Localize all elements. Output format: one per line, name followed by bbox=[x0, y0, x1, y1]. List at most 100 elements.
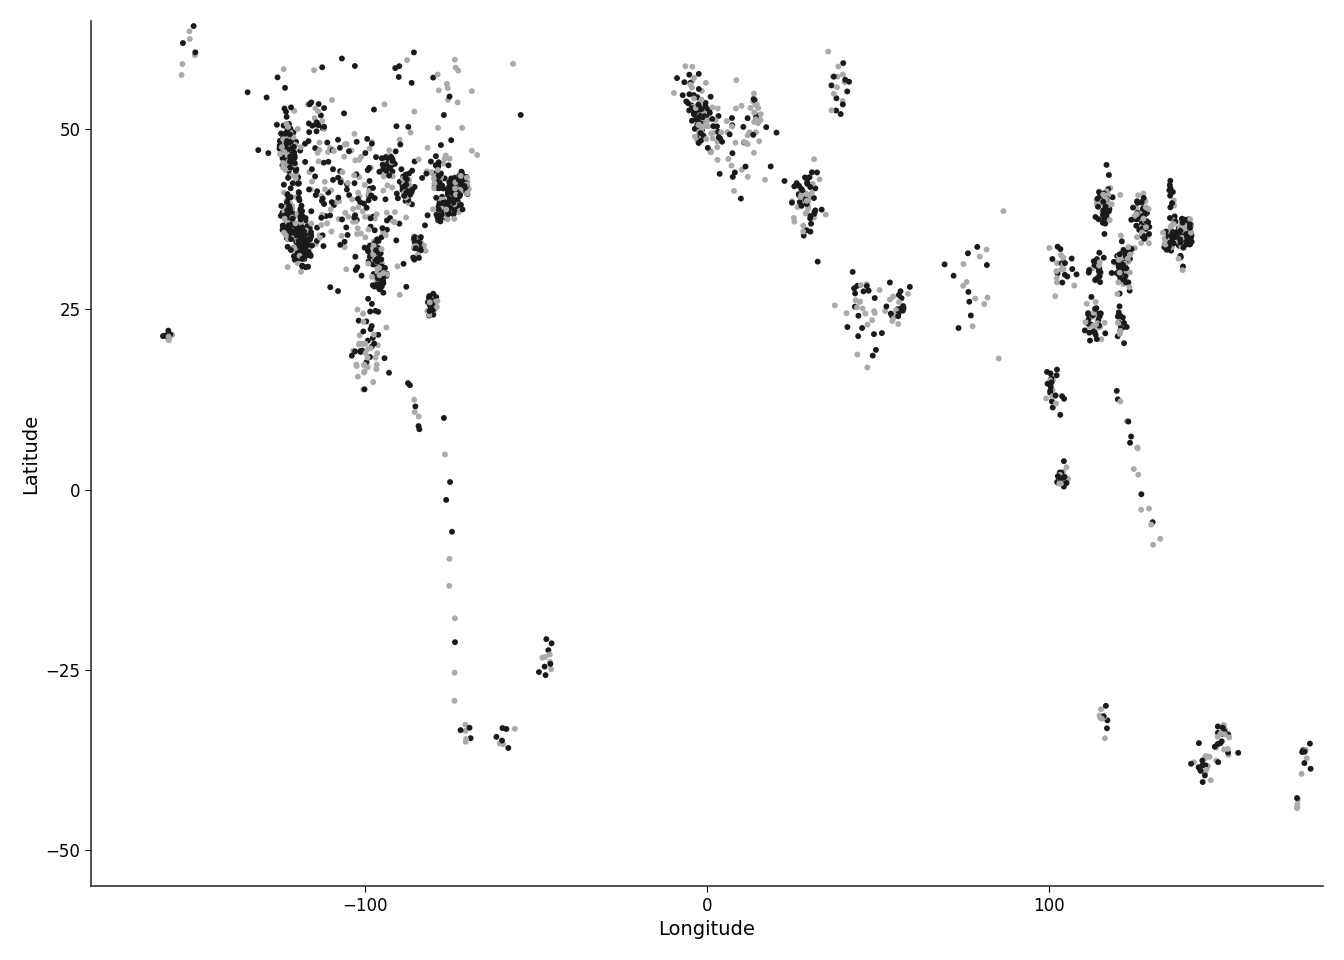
Point bbox=[331, 193, 352, 208]
Point bbox=[445, 180, 466, 195]
Point bbox=[384, 213, 406, 228]
Point bbox=[288, 227, 309, 242]
Point bbox=[332, 253, 353, 269]
Point bbox=[316, 249, 337, 264]
Point bbox=[277, 186, 298, 202]
Point bbox=[298, 233, 320, 249]
Point bbox=[1095, 184, 1117, 200]
Point bbox=[277, 209, 298, 225]
Point bbox=[437, 180, 458, 196]
Point bbox=[837, 280, 859, 296]
Point bbox=[425, 180, 446, 196]
Point bbox=[848, 356, 870, 372]
Point bbox=[379, 267, 401, 282]
Point bbox=[1125, 215, 1146, 230]
Point bbox=[1110, 256, 1132, 272]
Point bbox=[367, 255, 388, 271]
Point bbox=[422, 297, 444, 312]
Point bbox=[696, 135, 718, 151]
Point bbox=[278, 213, 300, 228]
Point bbox=[1103, 260, 1125, 276]
Point bbox=[702, 136, 723, 152]
Point bbox=[829, 311, 851, 326]
Point bbox=[292, 260, 313, 276]
Point bbox=[278, 202, 300, 217]
Point bbox=[684, 110, 706, 126]
Point bbox=[277, 209, 298, 225]
Point bbox=[372, 263, 394, 278]
Point bbox=[1050, 475, 1071, 491]
Point bbox=[884, 315, 906, 330]
Point bbox=[293, 237, 314, 252]
Point bbox=[375, 167, 396, 182]
Point bbox=[415, 164, 437, 180]
Point bbox=[301, 204, 323, 220]
Point bbox=[370, 268, 391, 283]
Point bbox=[1176, 220, 1198, 235]
Point bbox=[444, 189, 465, 204]
Point bbox=[1111, 323, 1133, 338]
Point bbox=[366, 249, 387, 264]
Point bbox=[1196, 759, 1218, 775]
Point bbox=[1163, 196, 1184, 211]
Point bbox=[273, 148, 294, 163]
Point bbox=[281, 207, 302, 223]
Point bbox=[1097, 185, 1118, 201]
Point bbox=[1089, 185, 1110, 201]
Point bbox=[1081, 319, 1102, 334]
Point bbox=[298, 228, 320, 243]
Point bbox=[786, 213, 808, 228]
Point bbox=[1173, 225, 1195, 240]
Point bbox=[379, 162, 401, 178]
Point bbox=[280, 207, 301, 223]
Point bbox=[437, 183, 458, 199]
Point bbox=[1160, 220, 1181, 235]
Point bbox=[353, 254, 375, 270]
Point bbox=[1116, 244, 1137, 259]
Point bbox=[1128, 439, 1149, 454]
Point bbox=[425, 154, 446, 169]
Point bbox=[417, 209, 438, 225]
Point bbox=[372, 238, 394, 253]
Point bbox=[370, 267, 391, 282]
Point bbox=[1133, 234, 1154, 250]
Point bbox=[1102, 257, 1124, 273]
Point bbox=[430, 200, 452, 215]
Point bbox=[452, 193, 473, 208]
Point bbox=[293, 242, 314, 257]
Point bbox=[290, 223, 312, 238]
Point bbox=[398, 179, 419, 194]
Point bbox=[812, 173, 833, 188]
Point bbox=[1215, 735, 1236, 751]
Point bbox=[422, 238, 444, 253]
Point bbox=[804, 229, 825, 245]
Point bbox=[192, 61, 214, 77]
Point bbox=[277, 203, 298, 218]
Point bbox=[396, 173, 418, 188]
Point bbox=[430, 200, 452, 215]
Point bbox=[1102, 181, 1124, 197]
Point bbox=[805, 196, 827, 211]
Point bbox=[694, 111, 715, 127]
Point bbox=[738, 143, 759, 158]
Point bbox=[1086, 187, 1107, 203]
Point bbox=[856, 344, 878, 359]
Point bbox=[407, 180, 429, 196]
Point bbox=[1171, 228, 1192, 243]
Point bbox=[409, 246, 430, 261]
Point bbox=[493, 709, 515, 725]
Point bbox=[386, 191, 407, 206]
Point bbox=[1114, 257, 1136, 273]
Point bbox=[276, 129, 297, 144]
Point bbox=[382, 137, 403, 153]
Point bbox=[821, 94, 843, 109]
Point bbox=[292, 239, 313, 254]
Point bbox=[368, 377, 390, 393]
Point bbox=[413, 236, 434, 252]
Point bbox=[281, 136, 302, 152]
Point bbox=[444, 189, 465, 204]
Point bbox=[292, 241, 313, 256]
Point bbox=[277, 136, 298, 152]
Point bbox=[1099, 180, 1121, 195]
Point bbox=[695, 131, 716, 146]
